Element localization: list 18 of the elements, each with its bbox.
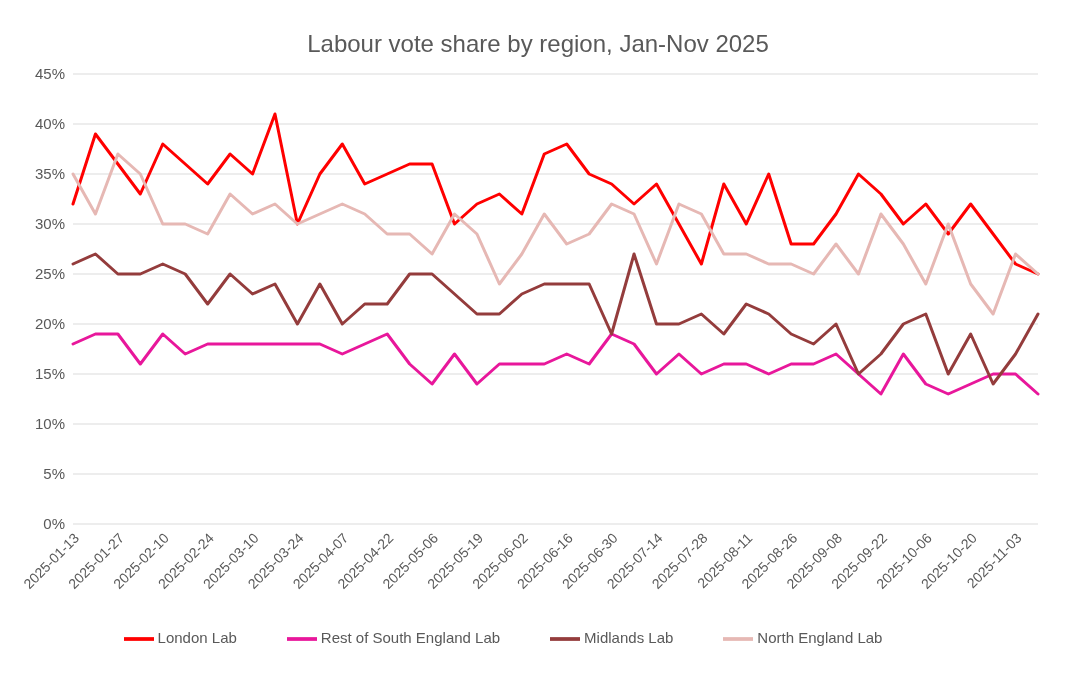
y-tick-label: 5%	[43, 465, 65, 483]
chart-title: Labour vote share by region, Jan-Nov 2025	[306, 29, 770, 59]
legend-label: Rest of South England Lab	[320, 629, 501, 647]
line-series	[71, 152, 1040, 316]
y-tick-label: 10%	[34, 415, 65, 433]
y-tick-label: 0%	[43, 515, 65, 533]
legend-label: North England Lab	[757, 629, 883, 647]
y-tick-label: 45%	[34, 65, 65, 83]
legend-label: London Lab	[157, 629, 237, 647]
y-tick-label: 40%	[34, 115, 65, 133]
y-tick-label: 15%	[34, 365, 65, 383]
y-tick-label: 30%	[34, 215, 65, 233]
legend-label: Midlands Lab	[584, 629, 674, 647]
y-tick-label: 25%	[34, 265, 65, 283]
line-series	[71, 332, 1040, 396]
y-tick-label: 35%	[34, 165, 65, 183]
line-series	[71, 252, 1040, 386]
y-tick-label: 20%	[34, 315, 65, 333]
